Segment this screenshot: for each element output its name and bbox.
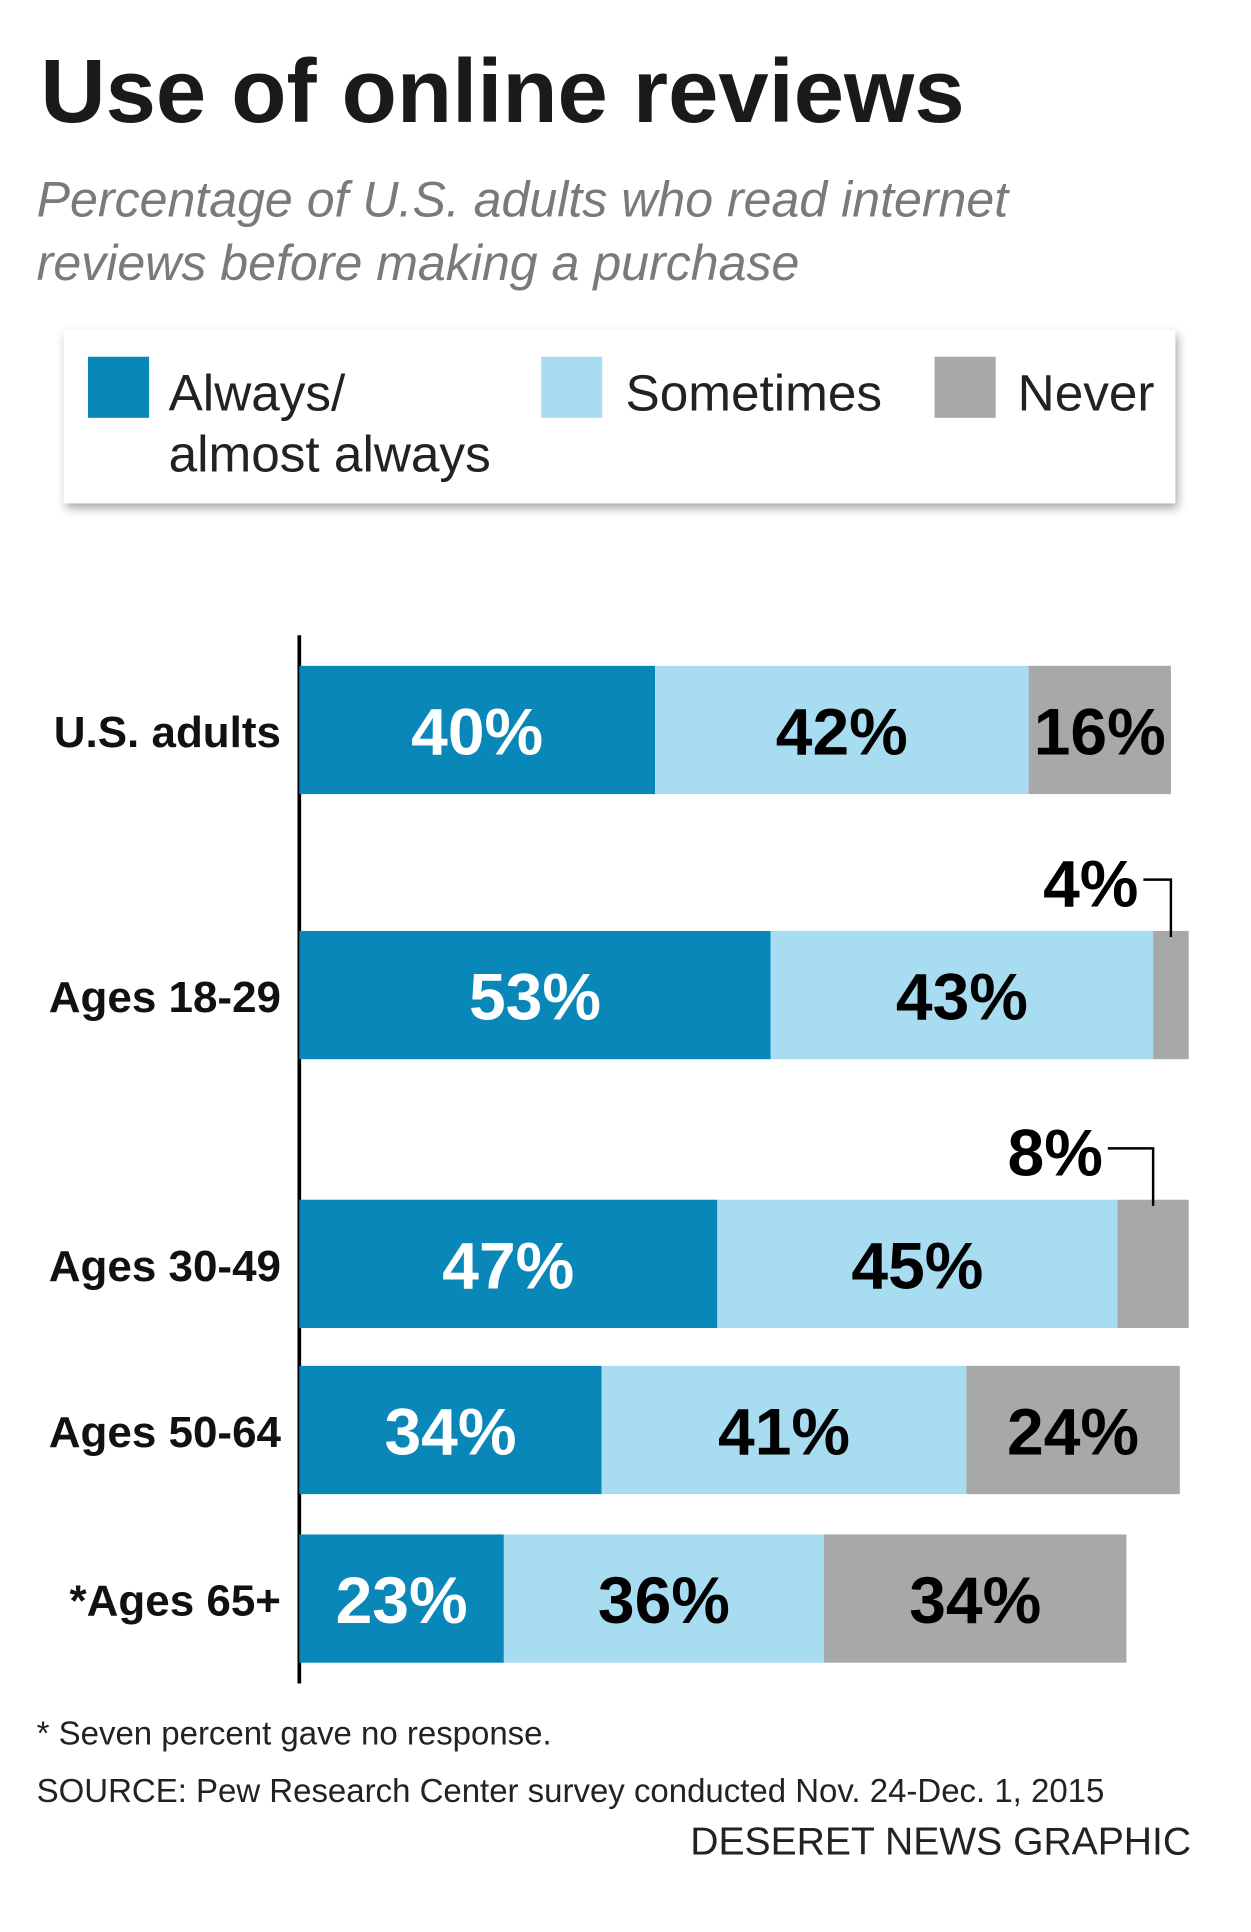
- category-label: U.S. adults: [54, 708, 281, 757]
- category-label: *Ages 65+: [70, 1577, 281, 1626]
- value-label: 53%: [469, 960, 601, 1034]
- note: * Seven percent gave no response.: [37, 1715, 552, 1752]
- value-label: 36%: [598, 1563, 730, 1637]
- bar-segment: [503, 1534, 825, 1663]
- bar-segment: [655, 665, 1029, 795]
- value-label: 16%: [1034, 694, 1166, 768]
- bar-segment: [966, 1365, 1180, 1495]
- value-label: 42%: [776, 694, 908, 768]
- credit: DESERET NEWS GRAPHIC: [690, 1821, 1191, 1864]
- legend-label: Always/almost always: [169, 365, 491, 483]
- value-label: 34%: [384, 1394, 516, 1468]
- bar-segment: [770, 930, 1154, 1060]
- bar-segment: [1153, 930, 1189, 1060]
- legend-swatch: [541, 356, 603, 418]
- value-label: 43%: [896, 960, 1028, 1034]
- bar-segment: [299, 1534, 504, 1663]
- legend-label: Sometimes: [626, 365, 883, 422]
- chart-title: Use of online reviews: [40, 41, 964, 142]
- bar-segment: [299, 1199, 718, 1328]
- category-label: Ages 50-64: [49, 1408, 282, 1457]
- legend-swatch: [87, 356, 150, 418]
- legend-label: Never: [1018, 365, 1155, 422]
- value-label: 41%: [718, 1394, 850, 1468]
- bar-segment: [1028, 665, 1171, 795]
- bar-segment: [824, 1534, 1127, 1663]
- legend-swatch: [934, 356, 996, 418]
- category-label: Ages 18-29: [49, 973, 281, 1022]
- value-label: 40%: [411, 694, 543, 768]
- bar-segment: [299, 665, 656, 795]
- value-label: 23%: [336, 1563, 468, 1637]
- value-label: 24%: [1007, 1394, 1139, 1468]
- value-label: 8%: [1008, 1115, 1103, 1189]
- category-label: Ages 30-49: [49, 1242, 281, 1291]
- value-label: 47%: [442, 1228, 574, 1302]
- value-label: 34%: [909, 1563, 1041, 1637]
- value-label: 45%: [851, 1228, 983, 1302]
- bar-segment: [717, 1199, 1118, 1328]
- chart-subtitle: Percentage of U.S. adults who read inter…: [37, 171, 1011, 291]
- bar-segment: [299, 1365, 602, 1495]
- leader-line: [1107, 1147, 1155, 1206]
- leader-line: [1143, 878, 1173, 938]
- value-label: 4%: [1043, 847, 1138, 921]
- source: SOURCE: Pew Research Center survey condu…: [37, 1772, 1105, 1809]
- bar-segment: [299, 930, 771, 1060]
- bar-segment: [1117, 1199, 1189, 1328]
- bar-segment: [601, 1365, 967, 1495]
